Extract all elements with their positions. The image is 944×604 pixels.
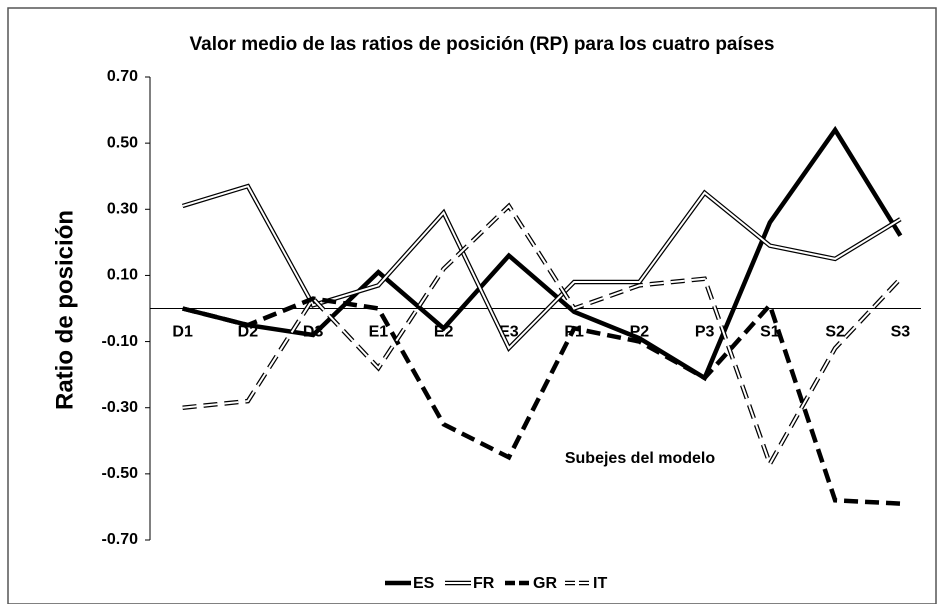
series-line <box>182 296 901 506</box>
chart-title: Valor medio de las ratios de posición (R… <box>190 34 775 55</box>
legend-label: FR <box>473 575 495 592</box>
y-tick-label: -0.30 <box>102 399 139 416</box>
series-line <box>182 125 903 382</box>
x-tick-label: S3 <box>891 324 911 341</box>
legend-label: ES <box>413 575 435 592</box>
y-tick-label: -0.50 <box>102 465 139 482</box>
chart-frame <box>7 7 937 604</box>
y-tick-label: 0.70 <box>107 68 138 85</box>
series-line <box>182 204 902 467</box>
x-tick-label: S2 <box>825 324 845 341</box>
x-tick-label: E1 <box>369 324 389 341</box>
legend-label: IT <box>593 575 607 592</box>
y-tick-label: 0.50 <box>107 134 138 151</box>
y-tick-label: -0.70 <box>102 531 139 548</box>
x-tick-label: E2 <box>434 324 454 341</box>
x-axis-label: Subejes del modelo <box>565 450 715 467</box>
x-tick-label: S1 <box>760 324 780 341</box>
legend-label: GR <box>533 575 557 592</box>
x-tick-label: D1 <box>172 324 193 341</box>
y-tick-label: -0.10 <box>102 333 139 350</box>
series-line <box>182 184 901 350</box>
y-tick-label: 0.30 <box>107 201 138 218</box>
y-tick-label: 0.10 <box>107 267 138 284</box>
y-axis-label: Ratio de posición <box>51 210 78 410</box>
x-tick-label: P3 <box>695 324 715 341</box>
